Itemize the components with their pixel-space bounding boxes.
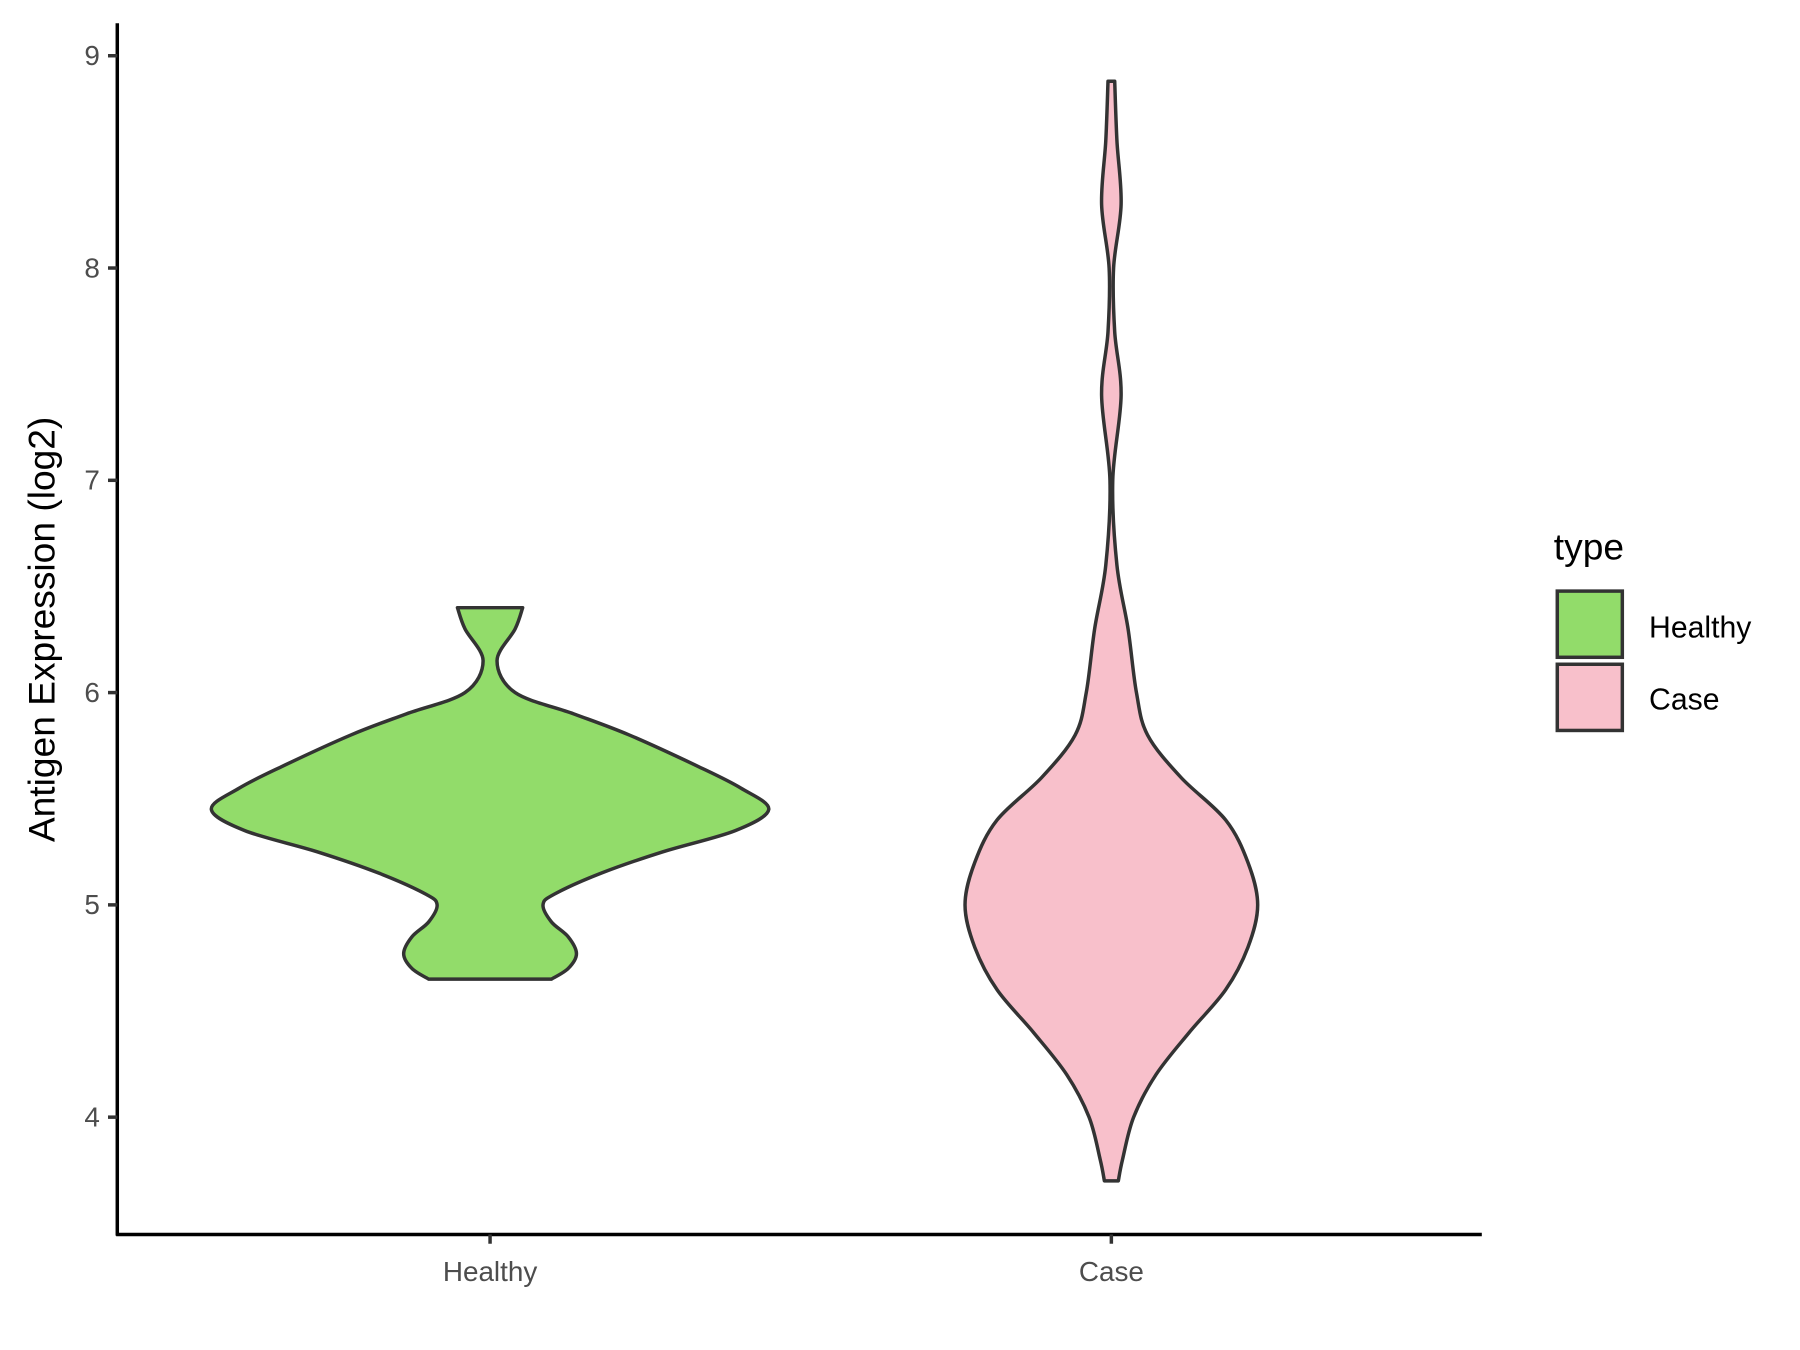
violins: [209, 79, 1260, 1183]
y-tick-label: 6: [84, 677, 99, 708]
violin-case: [963, 79, 1260, 1183]
y-tick-label: 8: [84, 252, 99, 283]
violin-healthy: [209, 605, 771, 981]
y-tick-label: 4: [84, 1101, 99, 1132]
y-tick-label: 9: [84, 40, 99, 71]
x-ticks: Healthy Case: [443, 1234, 1144, 1287]
legend: type Healthy Case: [1554, 526, 1752, 733]
legend-title: type: [1554, 526, 1624, 568]
y-ticks: 4 5 6 7 8 9: [84, 40, 118, 1132]
y-tick-label: 7: [84, 465, 99, 496]
x-tick-label: Case: [1079, 1256, 1144, 1287]
legend-label-healthy: Healthy: [1649, 612, 1752, 645]
y-axis-label: Antigen Expression (log2): [21, 417, 63, 842]
legend-key-case: [1555, 662, 1625, 733]
legend-key-healthy: [1555, 589, 1625, 660]
x-tick-label: Healthy: [443, 1256, 538, 1287]
y-tick-label: 5: [84, 889, 99, 920]
legend-label-case: Case: [1649, 684, 1719, 717]
